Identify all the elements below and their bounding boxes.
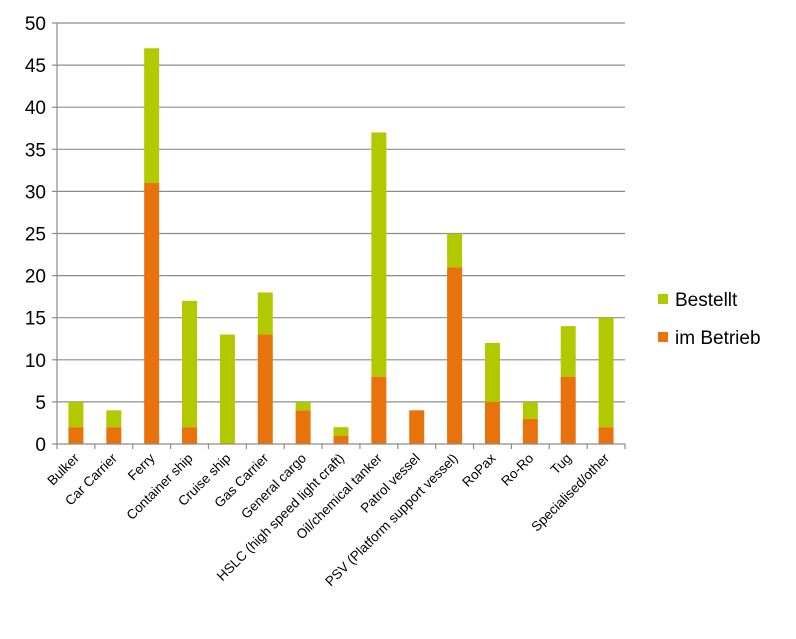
bar-im-betrieb [106,427,122,444]
x-tick-label: Ferry [125,450,158,483]
y-tick-label: 0 [35,435,46,456]
bar-im-betrieb [484,401,500,444]
bar-im-betrieb [447,267,463,444]
x-tick-label: Container ship [123,451,195,523]
bar-im-betrieb [371,376,387,444]
bar-bestellt [333,427,349,436]
bar-im-betrieb [144,182,160,445]
y-tick-label: 20 [25,267,46,288]
y-tick-label: 45 [25,56,46,77]
bar-im-betrieb [257,334,273,444]
y-tick-label: 25 [25,225,46,246]
bar-im-betrieb [598,427,614,444]
bar-bestellt [68,401,84,428]
y-axis-ticks: 0 5 10 15 20 25 30 35 40 45 50 [25,14,46,456]
y-tick-label: 30 [25,182,46,203]
legend: Bestellt im Betrieb [658,290,761,349]
axes [52,22,626,449]
bar-im-betrieb [522,418,538,444]
bar-bestellt [295,401,311,411]
bar-bestellt [182,300,198,428]
bar-im-betrieb [182,427,198,444]
bar-bestellt [371,132,387,377]
legend-swatch [658,332,668,342]
bar-bestellt [219,334,235,444]
y-tick-label: 15 [25,309,46,330]
bar-bestellt [106,410,122,428]
bar-bestellt [560,326,576,377]
bar-bestellt [447,233,463,268]
gridlines [57,22,625,403]
bar-im-betrieb [409,410,425,444]
bar-bestellt [484,342,500,402]
x-tick-label: RoPax [459,450,498,489]
y-tick-label: 35 [25,140,46,161]
bars [68,48,614,445]
x-tick-label: Ro-Ro [498,451,536,489]
legend-label: im Betrieb [675,328,761,349]
y-tick-label: 5 [35,393,46,414]
y-tick-label: 10 [25,351,46,372]
bar-im-betrieb [295,410,311,444]
x-tick-label: Tug [548,451,575,478]
bar-im-betrieb [333,435,349,444]
bar-im-betrieb [68,427,84,444]
y-tick-label: 50 [25,14,46,35]
bar-bestellt [257,292,273,335]
y-tick-label: 40 [25,98,46,119]
bar-bestellt [522,401,538,419]
legend-swatch [658,294,668,304]
bar-bestellt [598,317,614,428]
bar-im-betrieb [560,376,576,444]
legend-label: Bestellt [675,290,738,311]
bar-bestellt [144,48,160,183]
